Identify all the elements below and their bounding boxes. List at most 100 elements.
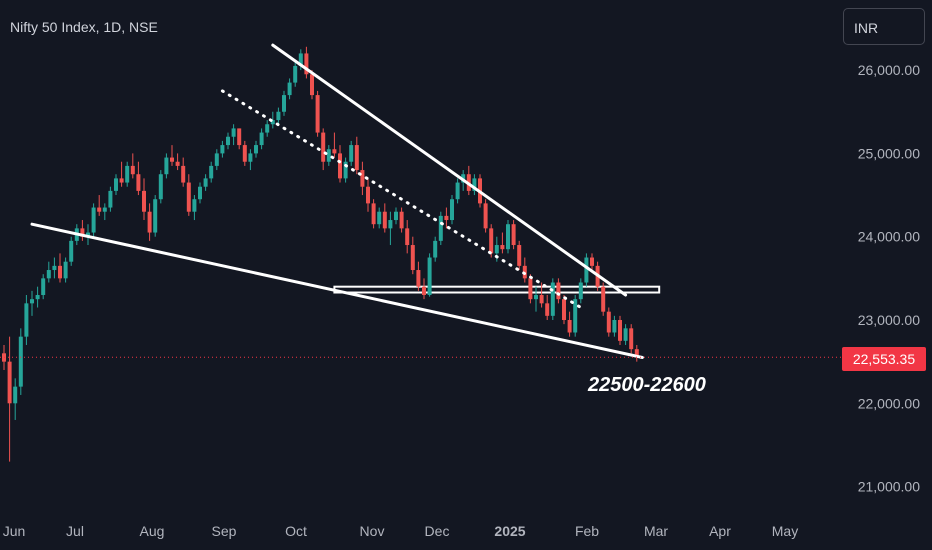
candle-19 [108, 186, 113, 212]
currency-button[interactable]: INR [843, 8, 925, 45]
time-axis[interactable]: Jun Jul Aug Sep Oct Nov Dec 2025 Feb Mar Apr May [3, 523, 799, 539]
candle-9 [52, 257, 57, 279]
candle-body-38 [214, 153, 219, 166]
candle-body-43 [242, 145, 247, 162]
candle-80 [450, 195, 454, 225]
candle-body-53 [298, 53, 303, 66]
x-tick-apr: Apr [709, 523, 731, 539]
candle-body-69 [388, 220, 393, 229]
trendline-upper [271, 43, 628, 297]
candle-body-88 [494, 245, 499, 254]
candle-93 [522, 257, 527, 283]
candle-body-14 [80, 228, 85, 237]
candle-body-8 [46, 270, 51, 279]
candle-body-46 [259, 132, 264, 146]
candle-36 [203, 174, 208, 191]
candle-57 [321, 128, 326, 171]
candle-83 [466, 165, 471, 196]
candle-64 [360, 161, 365, 196]
candle-71 [399, 207, 404, 233]
support-zone-0 [333, 285, 661, 294]
candle-104 [584, 253, 589, 287]
candle-body-54 [304, 53, 309, 75]
candle-body-63 [354, 145, 359, 171]
candle-22 [125, 161, 130, 187]
candle-body-47 [265, 124, 270, 133]
candle-3 [18, 328, 23, 395]
candle-body-78 [438, 215, 443, 241]
candle-96 [539, 282, 544, 308]
candle-body-27 [153, 199, 158, 233]
candles-layer [2, 46, 639, 462]
candle-20 [114, 174, 118, 196]
candle-body-72 [405, 228, 410, 246]
candle-body-58 [326, 149, 331, 162]
candle-body-29 [164, 157, 169, 175]
candle-body-23 [130, 165, 135, 175]
candle-body-65 [366, 186, 370, 204]
candle-body-113 [634, 349, 639, 358]
candle-81 [455, 178, 460, 204]
x-tick-sep: Sep [212, 523, 237, 539]
candle-92 [517, 240, 522, 271]
candle-body-52 [293, 65, 298, 83]
y-tick-24000: 24,000.00 [858, 229, 920, 245]
candle-45 [254, 140, 258, 158]
x-tick-jul: Jul [66, 523, 84, 539]
candle-body-17 [97, 207, 102, 212]
candle-6 [35, 286, 40, 308]
candle-body-22 [125, 165, 130, 183]
candle-body-70 [394, 211, 398, 221]
candle-body-86 [483, 203, 488, 229]
candle-46 [259, 128, 264, 150]
candle-body-3 [18, 336, 23, 387]
candle-body-111 [623, 328, 628, 341]
candle-60 [338, 145, 342, 183]
x-tick-2025: 2025 [494, 523, 525, 539]
candle-body-104 [584, 257, 589, 283]
candle-body-34 [192, 199, 197, 212]
candle-body-96 [539, 295, 544, 304]
candle-body-30 [170, 157, 174, 162]
candle-body-77 [433, 240, 438, 258]
candle-31 [175, 153, 180, 171]
candle-39 [220, 140, 225, 158]
candle-body-74 [416, 270, 421, 287]
candle-body-64 [360, 170, 365, 187]
candle-54 [304, 46, 309, 79]
trendline-dotted [220, 89, 583, 310]
x-tick-nov: Nov [360, 523, 385, 539]
candle-27 [153, 195, 158, 237]
candle-body-49 [276, 111, 281, 121]
candle-body-50 [282, 95, 286, 112]
x-tick-dec: Dec [425, 523, 450, 539]
candle-body-40 [226, 136, 230, 146]
candle-body-68 [382, 211, 387, 229]
candle-99 [556, 278, 561, 304]
candle-58 [326, 145, 331, 166]
candle-body-12 [69, 240, 74, 262]
candle-97 [545, 295, 550, 320]
candle-body-95 [534, 295, 538, 300]
candle-26 [147, 203, 152, 241]
candle-21 [119, 161, 124, 187]
candle-body-48 [270, 120, 275, 125]
candle-37 [209, 161, 214, 183]
y-tick-26000: 26,000.00 [858, 62, 920, 78]
candle-body-94 [528, 278, 533, 300]
candle-90 [506, 220, 510, 254]
candle-body-59 [332, 149, 337, 154]
candle-body-101 [567, 320, 572, 333]
x-tick-jun: Jun [3, 523, 26, 539]
x-tick-may: May [772, 523, 798, 539]
support-zone-layer [333, 285, 661, 294]
candle-body-6 [35, 295, 40, 300]
candle-42 [237, 128, 242, 150]
x-tick-feb: Feb [575, 523, 599, 539]
candle-52 [293, 61, 298, 87]
candle-98 [550, 278, 555, 320]
candle-body-15 [86, 232, 90, 237]
price-axis[interactable]: 21,000.00 22,000.00 23,000.00 24,000.00 25,0… [858, 62, 920, 495]
candle-43 [242, 140, 247, 166]
